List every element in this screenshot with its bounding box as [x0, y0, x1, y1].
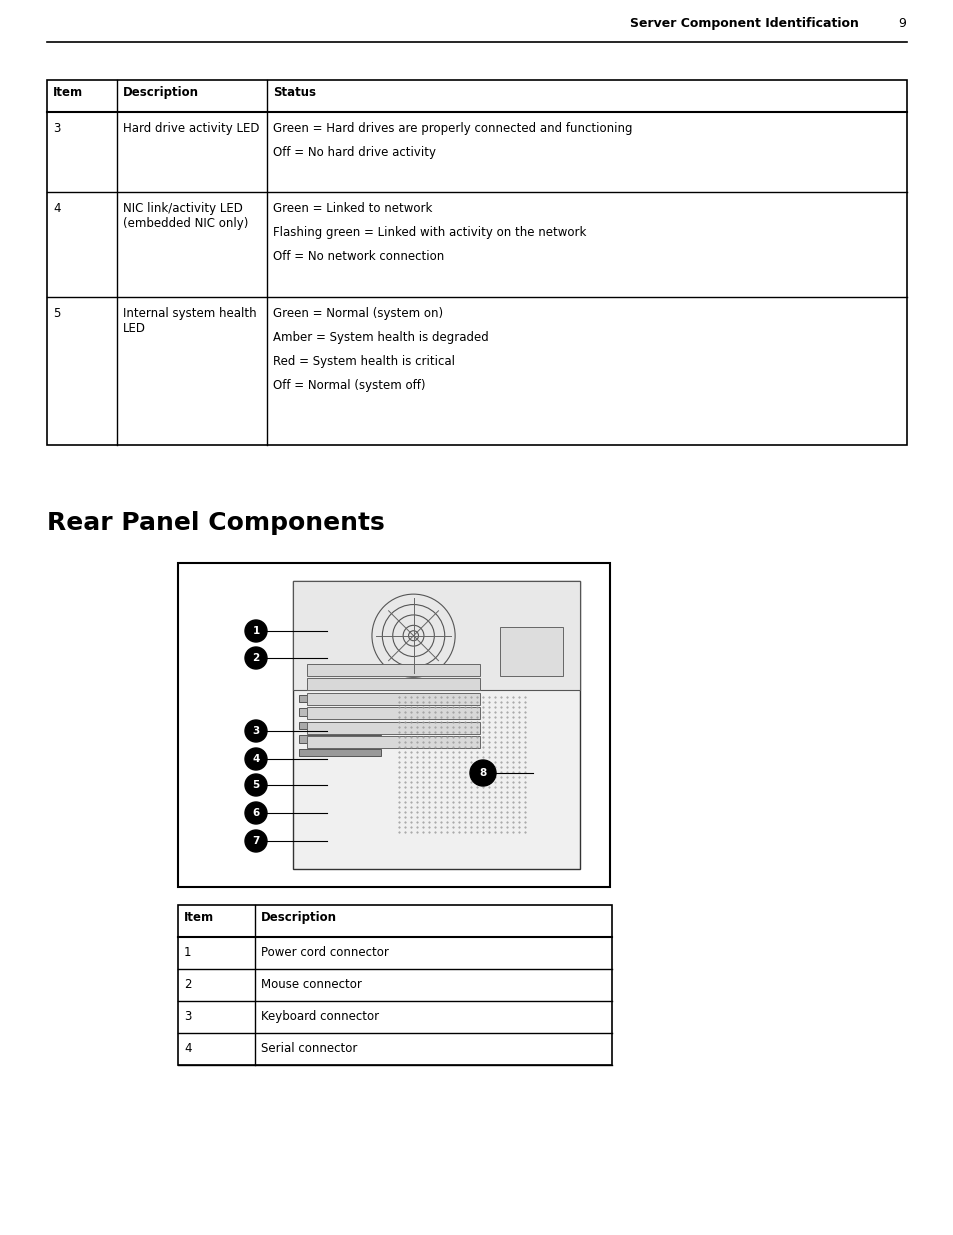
Text: Mouse connector: Mouse connector: [261, 978, 361, 990]
Text: 7: 7: [252, 836, 259, 846]
Bar: [293, 580, 579, 690]
Text: Off = No hard drive activity: Off = No hard drive activity: [273, 146, 436, 159]
Text: NIC link/activity LED: NIC link/activity LED: [123, 203, 243, 215]
Text: Green = Linked to network: Green = Linked to network: [273, 203, 432, 215]
Bar: [307, 664, 479, 676]
Text: 1: 1: [184, 946, 192, 960]
Text: Red = System health is critical: Red = System health is critical: [273, 354, 455, 368]
Circle shape: [245, 774, 267, 797]
Text: Power cord connector: Power cord connector: [261, 946, 389, 960]
Text: Server Component Identification: Server Component Identification: [629, 17, 858, 30]
Text: Flashing green = Linked with activity on the network: Flashing green = Linked with activity on…: [273, 226, 586, 240]
Text: Amber = System health is degraded: Amber = System health is degraded: [273, 331, 488, 345]
Circle shape: [470, 760, 496, 785]
Text: 8: 8: [478, 768, 486, 778]
Text: 2: 2: [253, 653, 259, 663]
Text: Rear Panel Components: Rear Panel Components: [47, 511, 384, 535]
Text: Keyboard connector: Keyboard connector: [261, 1010, 378, 1023]
Text: Description: Description: [261, 911, 336, 924]
Bar: [307, 736, 479, 748]
Circle shape: [245, 802, 267, 824]
Text: Description: Description: [123, 86, 199, 99]
Text: 3: 3: [53, 122, 60, 135]
Circle shape: [245, 647, 267, 669]
Bar: [307, 708, 479, 719]
Bar: [307, 721, 479, 734]
Bar: [178, 563, 609, 887]
Bar: [298, 708, 381, 715]
Text: 5: 5: [53, 308, 60, 320]
Bar: [298, 694, 381, 701]
Text: Off = No network connection: Off = No network connection: [273, 249, 444, 263]
Text: Green = Hard drives are properly connected and functioning: Green = Hard drives are properly connect…: [273, 122, 632, 135]
Text: 1: 1: [253, 626, 259, 636]
Circle shape: [245, 748, 267, 769]
Bar: [178, 905, 612, 1065]
Text: Green = Normal (system on): Green = Normal (system on): [273, 308, 442, 320]
Circle shape: [245, 720, 267, 742]
Text: 4: 4: [53, 203, 60, 215]
Text: Hard drive activity LED: Hard drive activity LED: [123, 122, 259, 135]
Text: Off = Normal (system off): Off = Normal (system off): [273, 379, 425, 391]
Bar: [47, 80, 906, 445]
Text: Serial connector: Serial connector: [261, 1042, 357, 1055]
Bar: [499, 627, 562, 676]
Text: 4: 4: [252, 755, 259, 764]
Text: 4: 4: [184, 1042, 192, 1055]
Text: 6: 6: [253, 808, 259, 818]
Text: 5: 5: [253, 781, 259, 790]
Text: Item: Item: [53, 86, 83, 99]
Bar: [298, 735, 381, 742]
Text: LED: LED: [123, 322, 146, 335]
Bar: [293, 580, 579, 869]
Text: Internal system health: Internal system health: [123, 308, 256, 320]
Bar: [307, 678, 479, 690]
Text: 3: 3: [253, 726, 259, 736]
Text: (embedded NIC only): (embedded NIC only): [123, 217, 248, 230]
Text: Status: Status: [273, 86, 315, 99]
Text: 2: 2: [184, 978, 192, 990]
Circle shape: [245, 830, 267, 852]
Text: 3: 3: [184, 1010, 192, 1023]
Text: Item: Item: [184, 911, 213, 924]
Bar: [307, 693, 479, 705]
Text: 9: 9: [897, 17, 905, 30]
Bar: [298, 721, 381, 729]
Circle shape: [245, 620, 267, 642]
Bar: [298, 748, 381, 756]
